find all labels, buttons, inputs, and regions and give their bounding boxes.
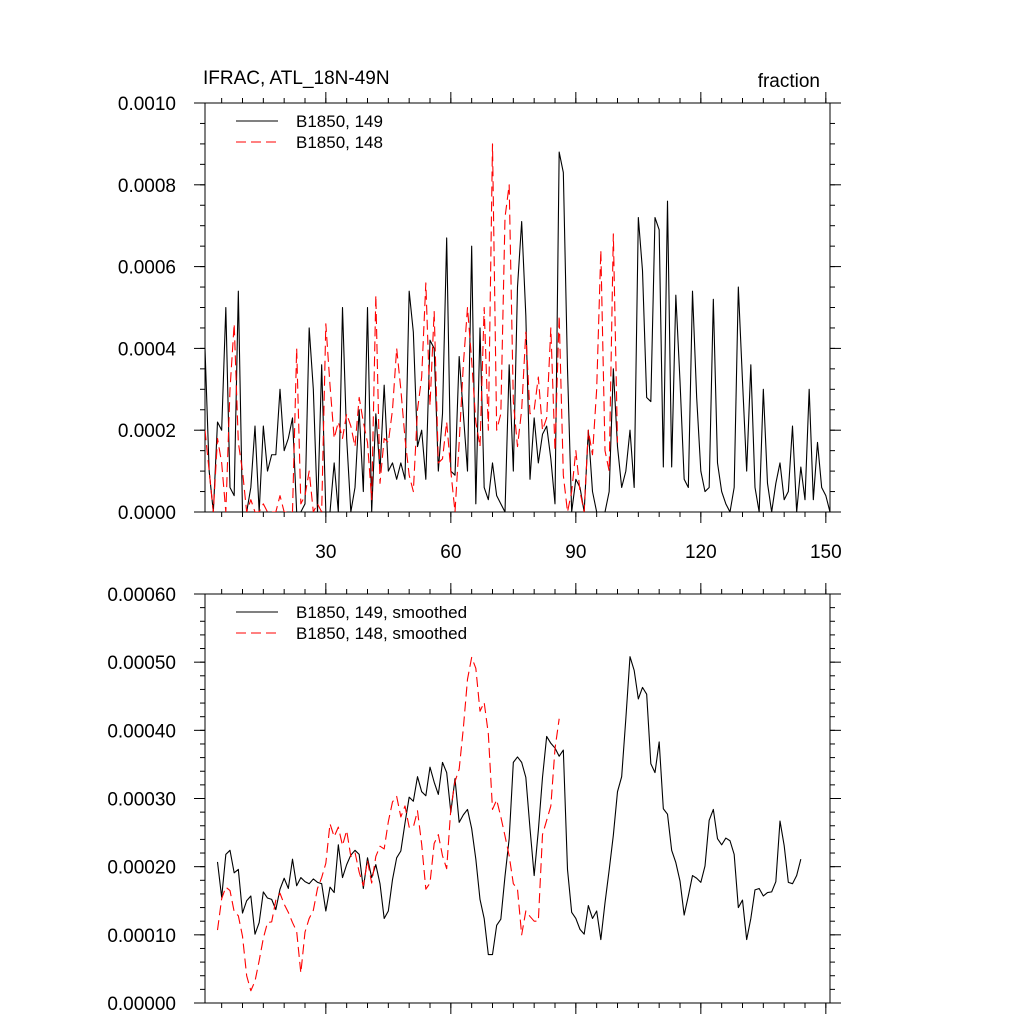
- legend-label: B1850, 148, smoothed: [296, 624, 467, 643]
- top-y-tick-label: 0.0000: [118, 503, 176, 524]
- top-x-tick-label: 90: [565, 542, 586, 563]
- bottom-y-tick-label: 0.00010: [107, 926, 176, 947]
- chart-title-right-units: fraction: [758, 71, 820, 92]
- bottom-y-tick-label: 0.00020: [107, 858, 176, 879]
- bottom-y-tick-label: 0.00030: [107, 790, 176, 811]
- bottom-series-line-black: [216, 656, 802, 956]
- top-series-line-black: [205, 151, 830, 512]
- bottom-y-tick-label: 0.00060: [107, 585, 176, 606]
- top-x-tick-label: 150: [810, 542, 842, 563]
- top-y-tick-label: 0.0002: [118, 421, 176, 442]
- bottom-x-minor-ticks: [221, 589, 827, 1008]
- top-legend: B1850, 149 B1850, 148: [236, 112, 383, 152]
- bottom-plot-frame: [204, 593, 831, 1004]
- top-y-tick-label: 0.0008: [118, 176, 176, 197]
- bottom-y-minor-ticks: [200, 593, 835, 1004]
- top-line-chart: IFRAC, ATL_18N-49N fraction 30 60 90 120 150…: [118, 68, 842, 563]
- top-y-tick-label: 0.0006: [118, 258, 176, 279]
- bottom-series-line-red: [216, 656, 560, 992]
- legend-label: B1850, 149, smoothed: [296, 603, 467, 622]
- top-x-tick-label: 120: [685, 542, 717, 563]
- bottom-smoothed-line-chart: 0.00000 0.00010 0.00020 0.00030 0.00040 0.000…: [107, 583, 841, 1015]
- top-y-tick-label: 0.0004: [118, 339, 177, 360]
- legend-label: B1850, 149: [296, 112, 383, 131]
- legend-label: B1850, 148: [296, 133, 383, 152]
- bottom-y-tick-label: 0.00050: [107, 653, 176, 674]
- bottom-legend: B1850, 149, smoothed B1850, 148, smoothed: [236, 603, 467, 643]
- top-x-tick-label: 30: [315, 542, 336, 563]
- top-series-line-red: [205, 143, 619, 512]
- bottom-y-tick-label: 0.00040: [107, 721, 176, 742]
- bottom-y-tick-label: 0.00000: [107, 994, 176, 1015]
- chart-title-left: IFRAC, ATL_18N-49N: [203, 68, 390, 89]
- top-x-tick-label: 60: [440, 542, 461, 563]
- top-y-tick-label: 0.0010: [118, 94, 176, 115]
